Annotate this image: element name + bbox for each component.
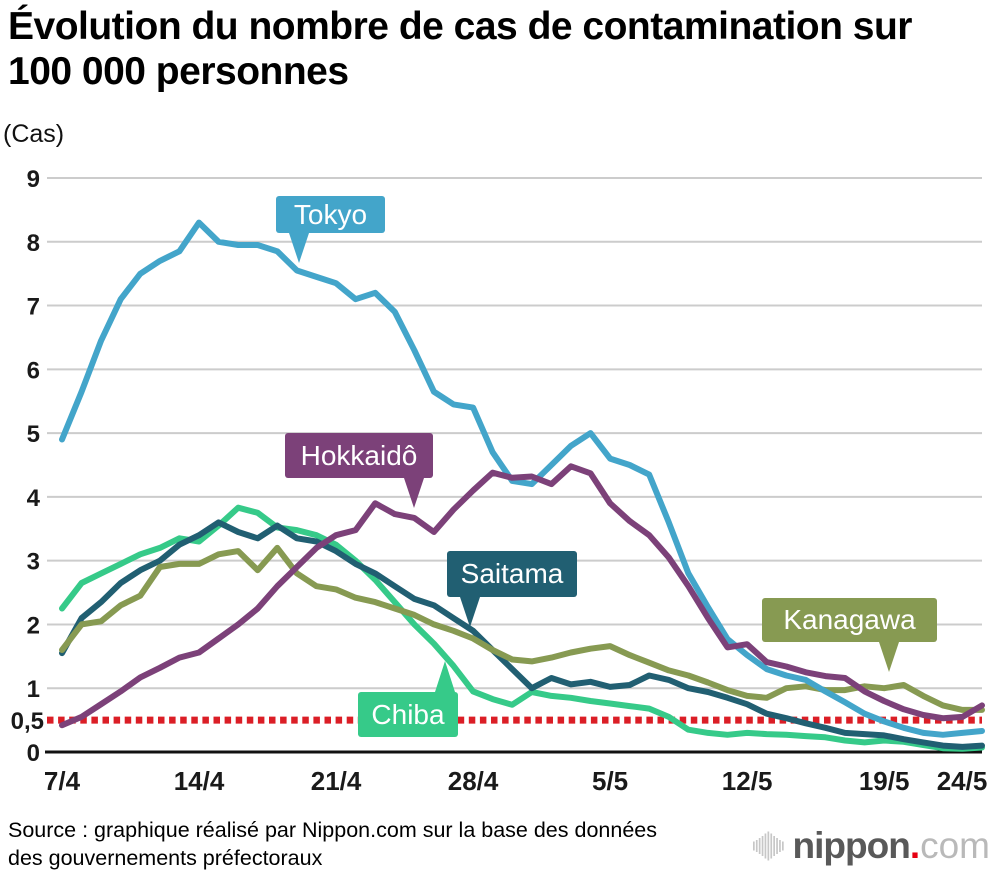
soundwave-bar (761, 836, 763, 856)
logo-brand-text: nippon (792, 825, 911, 866)
series-line-Saitama (59, 519, 985, 750)
x-axis-tick-label: 14/4 (174, 766, 225, 796)
series-line-Tokyo (59, 219, 985, 738)
soundwave-icon (752, 831, 784, 861)
x-axis-tick-label: 7/4 (44, 766, 81, 796)
callout-pointer-icon (460, 597, 480, 627)
source-note-line1: Source : graphique réalisé par Nippon.co… (8, 818, 657, 842)
series-label-kanagawa: Kanagawa (762, 598, 937, 672)
series-label-chiba-text: Chiba (371, 698, 445, 730)
soundwave-bar (755, 840, 758, 852)
y-axis-tick-label: 0 (27, 740, 40, 767)
callout-pointer-icon (879, 642, 899, 672)
series-label-chiba: Chiba (358, 661, 458, 737)
series-label-tokyo: Tokyo (276, 196, 385, 263)
y-axis-tick-label: 7 (27, 294, 40, 321)
page-title: Évolution du nombre de cas de contaminat… (8, 4, 988, 94)
threshold-tick-label: 0,5 (11, 708, 44, 735)
y-axis-tick-label: 1 (27, 676, 40, 703)
page-title-line2: 100 000 personnes (8, 50, 349, 93)
series-label-hokkaido-text: Hokkaidô (300, 439, 418, 471)
soundwave-bar (764, 833, 766, 859)
y-axis-tick-label: 4 (27, 485, 41, 512)
callout-pointer-icon (289, 233, 309, 263)
series-label-saitama: Saitama (447, 551, 577, 627)
source-note-line2: des gouvernements préfectoraux (8, 846, 323, 870)
callout-pointer-icon (435, 661, 455, 692)
nippon-logo: nippon. com (752, 824, 990, 868)
x-axis-tick-label: 5/5 (592, 766, 628, 796)
y-axis-tick-label: 9 (27, 166, 40, 193)
soundwave-bar (758, 838, 761, 854)
y-axis-tick-label: 3 (27, 549, 40, 576)
chart-plot: 0 1 2 3 4 5 6 7 8 9 0,5 7/4 14/4 21/4 28/4 5/5 12/5 19/5 2… (11, 166, 988, 796)
x-axis-tick-label: 28/4 (448, 766, 499, 796)
page-title-line1: Évolution du nombre de cas de contaminat… (8, 5, 912, 48)
series-line-Hokkaidô (59, 463, 985, 729)
soundwave-bar (767, 831, 769, 861)
logo-tld-text: com (920, 825, 990, 866)
soundwave-bar (781, 841, 784, 851)
series-label-kanagawa-text: Kanagawa (783, 604, 916, 635)
soundwave-bar (769, 833, 772, 859)
series-label-tokyo-text: Tokyo (293, 198, 368, 230)
y-axis-tick-label: 2 (27, 612, 40, 639)
series-line-Chiba (59, 504, 985, 752)
y-axis-unit-label: (Cas) (3, 120, 65, 148)
x-axis-tick-label: 12/5 (722, 766, 773, 796)
x-axis-tick-label: 24/5 (937, 766, 988, 796)
soundwave-bar (752, 841, 755, 851)
callout-pointer-icon (404, 478, 424, 508)
x-axis-tick-label: 21/4 (311, 766, 362, 796)
y-axis-tick-label: 5 (27, 421, 40, 448)
soundwave-bar (775, 838, 778, 854)
soundwave-bar (772, 836, 775, 856)
x-axis-tick-label: 19/5 (859, 766, 910, 796)
source-note: Source : graphique réalisé par Nippon.co… (8, 816, 657, 872)
logo-dot: . (909, 825, 921, 866)
y-axis-tick-label: 6 (27, 357, 40, 384)
soundwave-bar (778, 840, 781, 852)
y-axis-tick-label: 8 (27, 230, 40, 257)
series-label-saitama-text: Saitama (460, 558, 564, 589)
series-label-hokkaido: Hokkaidô (285, 433, 433, 508)
